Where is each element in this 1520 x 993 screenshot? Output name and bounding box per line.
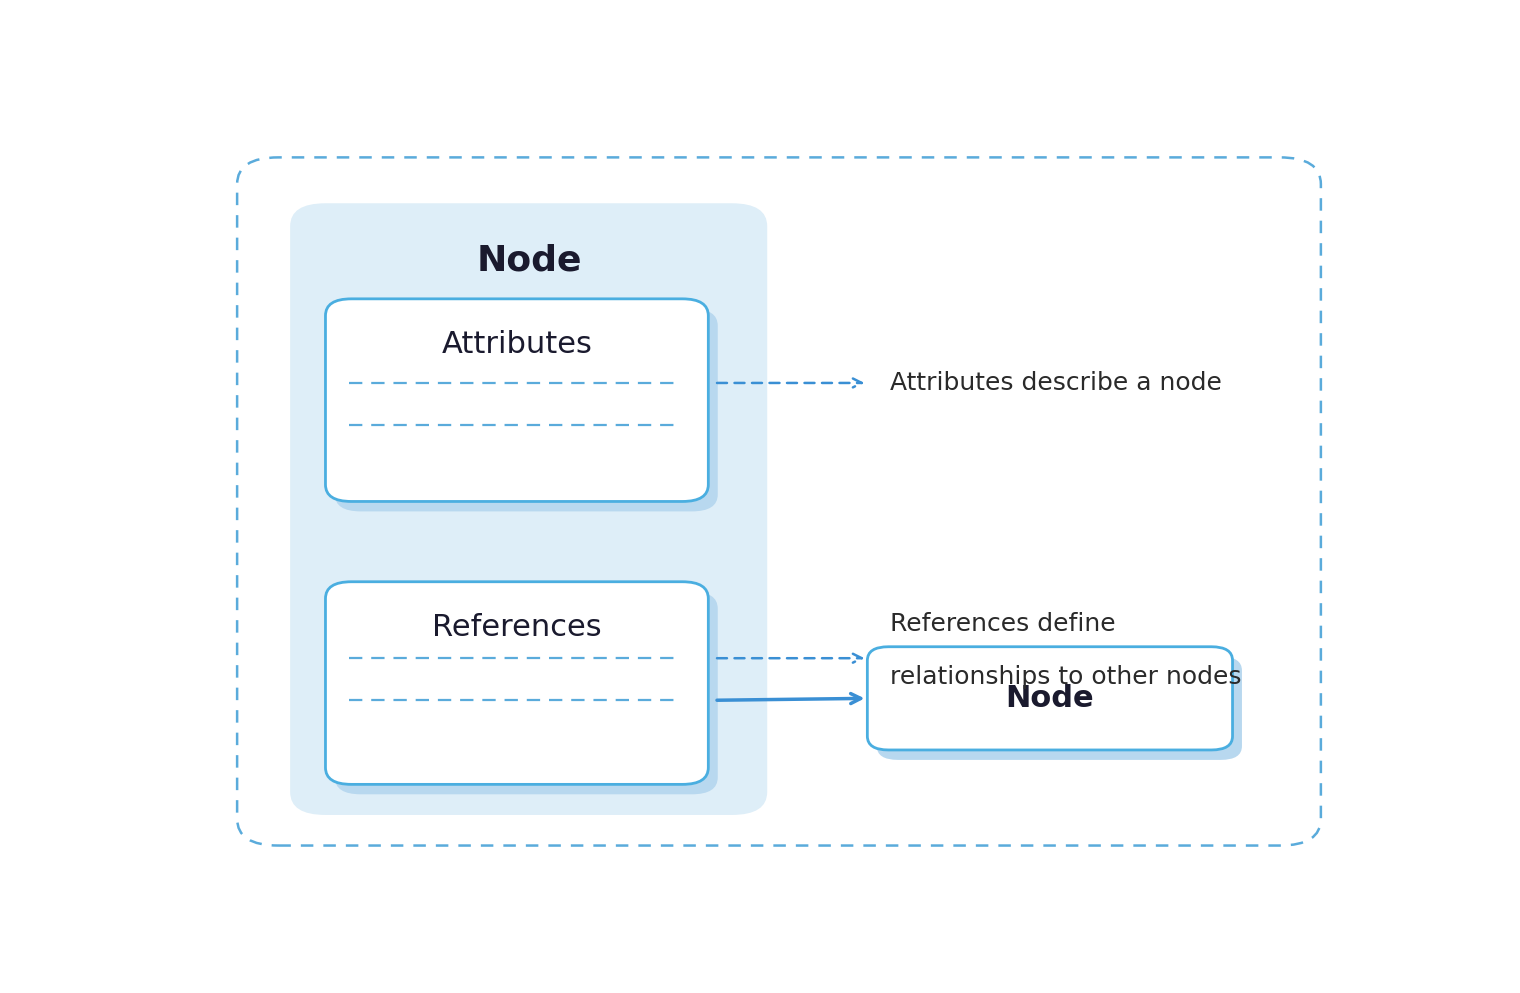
Text: Attributes: Attributes <box>441 331 593 359</box>
FancyBboxPatch shape <box>325 299 708 501</box>
Text: References: References <box>432 613 602 642</box>
FancyBboxPatch shape <box>325 582 708 784</box>
Text: Node: Node <box>1006 684 1094 713</box>
FancyBboxPatch shape <box>877 656 1242 760</box>
Text: Node: Node <box>476 243 582 278</box>
FancyBboxPatch shape <box>334 309 717 511</box>
FancyBboxPatch shape <box>868 646 1233 750</box>
FancyBboxPatch shape <box>290 204 768 815</box>
Text: References define: References define <box>889 612 1116 636</box>
Text: Attributes describe a node: Attributes describe a node <box>889 371 1222 395</box>
Text: relationships to other nodes: relationships to other nodes <box>889 665 1242 689</box>
FancyBboxPatch shape <box>334 592 717 794</box>
